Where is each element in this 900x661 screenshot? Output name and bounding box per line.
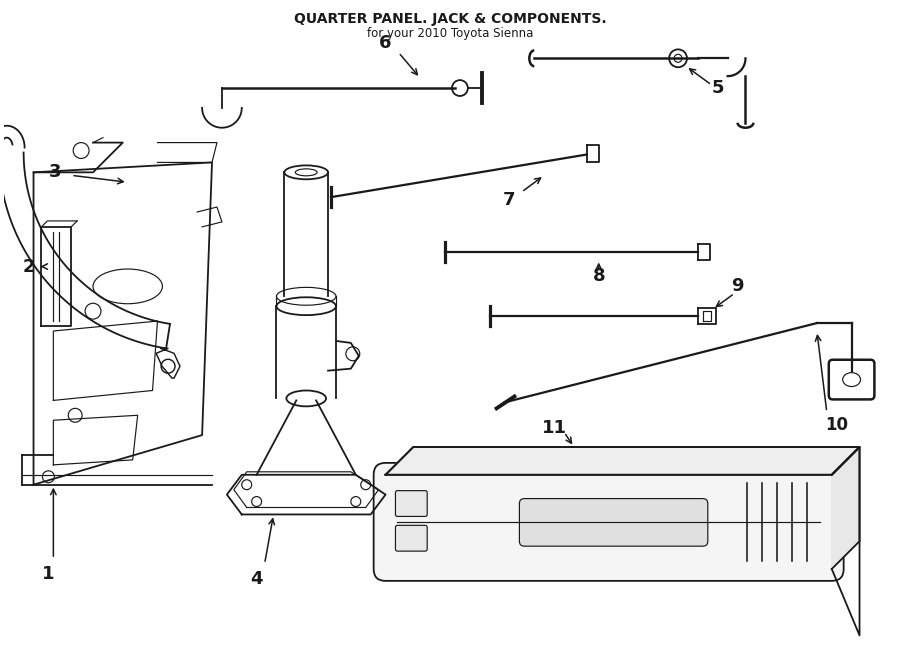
Text: for your 2010 Toyota Sienna: for your 2010 Toyota Sienna (367, 27, 533, 40)
Text: 6: 6 (379, 34, 392, 52)
Text: QUARTER PANEL. JACK & COMPONENTS.: QUARTER PANEL. JACK & COMPONENTS. (293, 12, 607, 26)
Text: 10: 10 (825, 416, 848, 434)
FancyBboxPatch shape (374, 463, 843, 581)
Text: 11: 11 (542, 419, 567, 437)
Polygon shape (832, 447, 860, 569)
Text: 5: 5 (712, 79, 724, 97)
Text: 1: 1 (42, 565, 55, 583)
FancyBboxPatch shape (829, 360, 875, 399)
Text: 7: 7 (503, 191, 516, 209)
Text: 8: 8 (592, 268, 605, 286)
FancyBboxPatch shape (395, 490, 428, 516)
FancyBboxPatch shape (519, 498, 707, 546)
Text: 2: 2 (22, 258, 35, 276)
Text: 3: 3 (50, 163, 61, 181)
Text: 9: 9 (732, 278, 743, 295)
FancyBboxPatch shape (395, 525, 428, 551)
Text: 4: 4 (250, 570, 263, 588)
Polygon shape (385, 447, 859, 475)
